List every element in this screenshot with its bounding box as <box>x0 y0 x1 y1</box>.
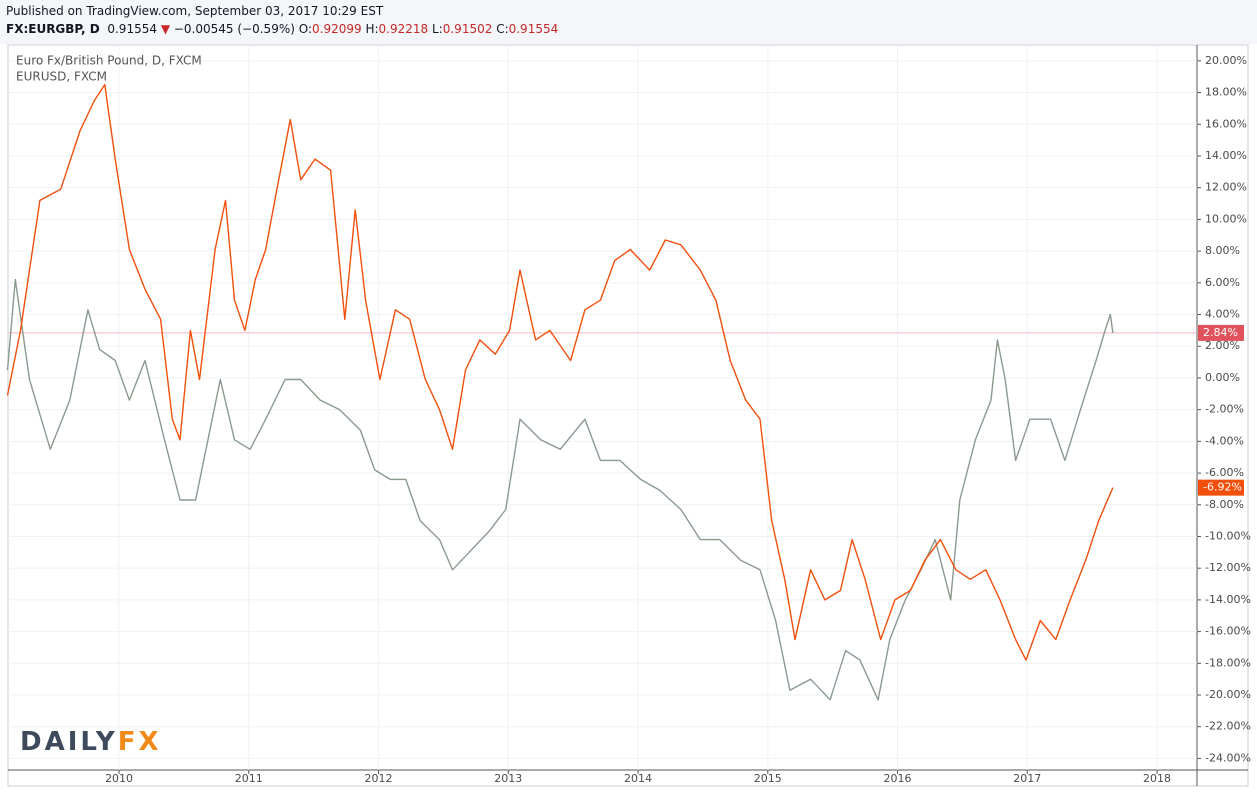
series-line <box>6 83 1114 661</box>
y-tick-label: 6.00% <box>1205 276 1240 289</box>
x-tick-label: 2016 <box>884 772 912 785</box>
x-tick-label: 2015 <box>754 772 782 785</box>
y-tick-label: -10.00% <box>1205 529 1251 542</box>
legend-entry: EURUSD, FXCM <box>16 70 107 84</box>
x-tick-label: 2011 <box>235 772 263 785</box>
y-tick-label: -8.00% <box>1205 498 1244 511</box>
y-tick-label: 18.00% <box>1205 86 1247 99</box>
logo-part: DAILY <box>20 727 118 757</box>
y-tick-label: -16.00% <box>1205 625 1251 638</box>
y-tick-label: -12.00% <box>1205 561 1251 574</box>
x-tick-label: 2014 <box>624 772 652 785</box>
ohlc-value: 0.91554 <box>508 22 559 36</box>
quote-line: FX:EURGBP, D 0.91554 ▼ −0.00545 (−0.59%)… <box>6 22 562 36</box>
ohlc-value: 0.92218 <box>378 22 429 36</box>
ohlc-value: 0.92099 <box>312 22 362 36</box>
last-value-label: 2.84% <box>1203 326 1238 339</box>
price: 0.91554 <box>107 22 157 36</box>
x-tick-label: 2017 <box>1013 772 1041 785</box>
chart-frame <box>7 44 1249 787</box>
y-tick-label: 12.00% <box>1205 181 1247 194</box>
ohlc-label: H: <box>365 22 379 36</box>
ohlc-value: 0.91502 <box>442 22 493 36</box>
y-tick-label: -22.00% <box>1205 720 1251 733</box>
y-tick-label: 14.00% <box>1205 149 1247 162</box>
x-tick-label: 2010 <box>105 772 133 785</box>
y-tick-label: 20.00% <box>1205 54 1247 67</box>
y-tick-label: -24.00% <box>1205 751 1251 764</box>
last-value-label: -6.92% <box>1203 481 1242 494</box>
y-tick-label: -14.00% <box>1205 593 1251 606</box>
y-tick-label: -20.00% <box>1205 688 1251 701</box>
symbol: FX:EURGBP, D <box>6 22 100 36</box>
y-tick-label: 4.00% <box>1205 308 1240 321</box>
logo: DAILYFX <box>20 727 162 757</box>
header: Published on TradingView.com, September … <box>0 0 1257 44</box>
legend-entry: Euro Fx/British Pound, D, FXCM <box>16 54 202 68</box>
y-tick-label: -4.00% <box>1205 434 1244 447</box>
x-tick-label: 2012 <box>365 772 393 785</box>
ohlc-label: L: <box>432 22 443 36</box>
last-value-box <box>1198 324 1244 341</box>
y-tick-label: -18.00% <box>1205 656 1251 669</box>
change: −0.00545 (−0.59%) <box>173 22 295 36</box>
ohlc: O:0.92099 H:0.92218 L:0.91502 C:0.91554 <box>299 22 562 36</box>
y-tick-label: -2.00% <box>1205 403 1244 416</box>
y-tick-label: 8.00% <box>1205 244 1240 257</box>
down-arrow: ▼ <box>160 22 171 36</box>
series-line <box>6 278 1114 701</box>
ohlc-label: C: <box>496 22 509 36</box>
last-value-box <box>1198 479 1244 496</box>
ohlc-label: O: <box>298 22 313 36</box>
y-tick-label: 10.00% <box>1205 212 1247 225</box>
x-tick-label: 2018 <box>1143 772 1171 785</box>
y-tick-label: 2.00% <box>1205 339 1240 352</box>
y-tick-label: -6.00% <box>1205 466 1244 479</box>
published-line: Published on TradingView.com, September … <box>6 4 384 18</box>
logo-part: FX <box>118 727 162 757</box>
y-tick-label: 0.00% <box>1205 371 1240 384</box>
x-tick-label: 2013 <box>494 772 522 785</box>
y-tick-label: 16.00% <box>1205 117 1247 130</box>
